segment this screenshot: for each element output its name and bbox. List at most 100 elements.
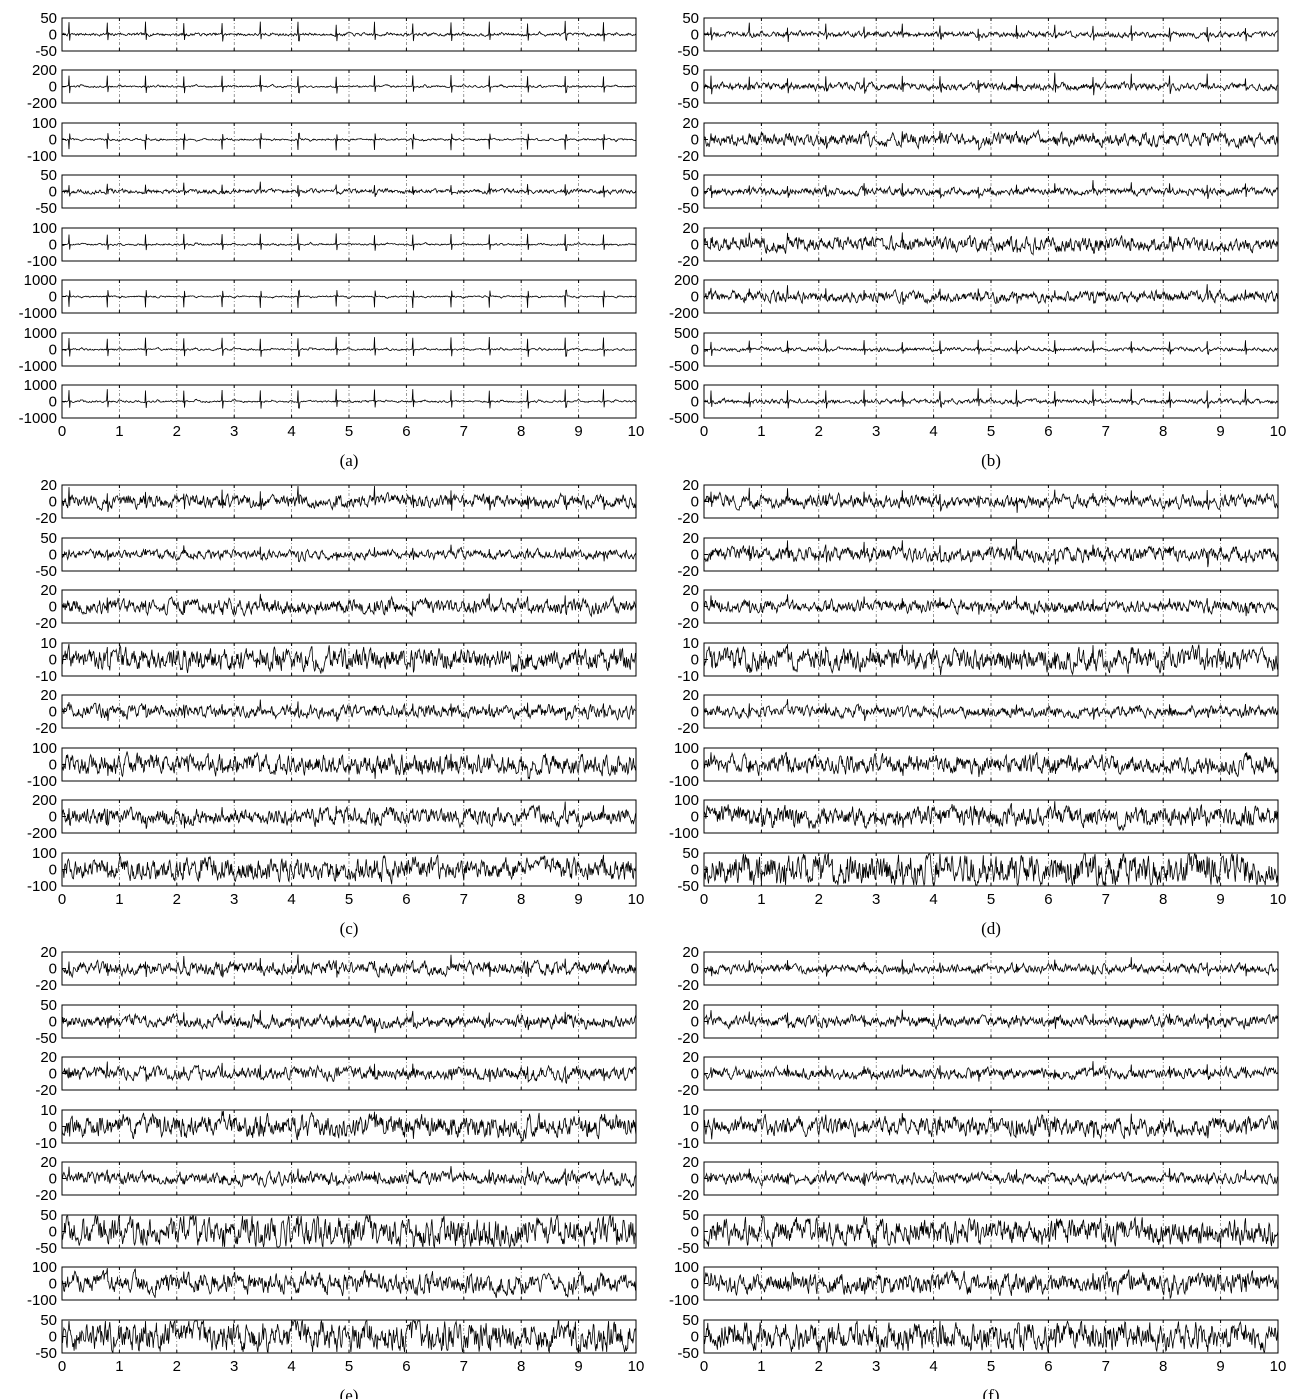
x-tick-label: 2 (173, 423, 181, 440)
y-tick-label: 0 (49, 494, 57, 511)
x-tick-label: 5 (987, 1358, 995, 1375)
signal-trace (61, 954, 637, 979)
x-tick-label: 5 (345, 1358, 353, 1375)
x-tick-label: 0 (700, 891, 708, 908)
signal-trace (703, 801, 1279, 832)
signal-trace (61, 74, 637, 94)
panel-a: 500-502000-2001000-100500-501000-1001000… (19, 10, 645, 470)
y-tick-label: 50 (682, 62, 699, 79)
signal-trace (703, 643, 1279, 676)
x-tick-label: 6 (1044, 1358, 1052, 1375)
y-tick-label: -50 (35, 200, 57, 217)
signal-trace (61, 132, 637, 151)
signal-trace (61, 544, 637, 563)
y-tick-label: 0 (49, 1066, 57, 1083)
x-tick-label: 10 (1270, 891, 1287, 908)
y-tick-label: -20 (35, 1082, 57, 1099)
y-tick-label: 0 (49, 704, 57, 721)
y-tick-label: 100 (674, 1259, 699, 1276)
x-tick-label: 7 (1102, 891, 1110, 908)
y-tick-label: -20 (35, 510, 57, 527)
y-tick-label: 0 (691, 342, 699, 359)
y-tick-label: 20 (40, 582, 57, 599)
y-tick-label: -20 (677, 720, 699, 737)
signal-trace (61, 854, 637, 885)
subplot-e-5: 200-20 (35, 1154, 637, 1204)
subplot-f-2: 200-20 (677, 997, 1279, 1047)
x-tick-label: 8 (517, 891, 525, 908)
y-tick-label: -200 (27, 825, 57, 842)
y-tick-label: 0 (691, 237, 699, 254)
panel-c: 200-20500-50200-20100-10200-201000-10020… (27, 477, 644, 938)
y-tick-label: -10 (677, 1135, 699, 1152)
x-tick-label: 3 (230, 1358, 238, 1375)
y-tick-label: 50 (40, 1312, 57, 1329)
y-tick-label: 100 (674, 792, 699, 809)
y-tick-label: 50 (40, 1207, 57, 1224)
signal-trace (61, 485, 637, 513)
y-tick-label: 1000 (24, 325, 57, 342)
signal-trace (61, 20, 637, 42)
y-tick-label: -20 (35, 1187, 57, 1204)
subplot-d-3: 200-20 (677, 582, 1279, 632)
signal-trace (61, 1010, 637, 1034)
y-tick-label: 500 (674, 325, 699, 342)
y-tick-label: 0 (49, 289, 57, 306)
y-tick-label: 20 (40, 1049, 57, 1066)
x-tick-label: 7 (460, 1358, 468, 1375)
subplot-a-5: 1000-100 (27, 220, 637, 270)
panel-f: 200-20200-20200-20100-10200-20500-501000… (669, 944, 1286, 1399)
x-tick-label: 10 (628, 423, 645, 440)
subplot-c-1: 200-20 (35, 477, 637, 527)
y-tick-label: 0 (691, 961, 699, 978)
signal-trace (703, 22, 1279, 43)
y-tick-label: 10 (682, 1102, 699, 1119)
y-tick-label: 20 (682, 115, 699, 132)
y-tick-label: -500 (669, 410, 699, 427)
y-tick-label: -20 (677, 1187, 699, 1204)
y-tick-label: -1000 (19, 358, 57, 375)
y-tick-label: 0 (49, 1119, 57, 1136)
y-tick-label: -50 (35, 43, 57, 60)
signal-trace (61, 1166, 637, 1188)
x-tick-label: 5 (345, 423, 353, 440)
y-tick-label: 100 (32, 845, 57, 862)
y-tick-label: 10 (40, 635, 57, 652)
y-tick-label: 0 (49, 342, 57, 359)
signal-trace (703, 1320, 1279, 1354)
x-tick-label: 7 (460, 891, 468, 908)
y-tick-label: 0 (691, 184, 699, 201)
subplot-e-8: 500-50 (35, 1312, 637, 1362)
subplot-e-7: 1000-100 (27, 1259, 637, 1309)
y-tick-label: 0 (49, 652, 57, 669)
y-tick-label: -100 (27, 1292, 57, 1309)
signal-trace (703, 339, 1279, 356)
x-tick-label: 3 (872, 891, 880, 908)
x-tick-label: 5 (345, 891, 353, 908)
x-tick-label: 5 (987, 891, 995, 908)
panel-b: 500-50500-50200-20500-50200-202000-20050… (669, 10, 1286, 470)
x-tick-label: 9 (574, 1358, 582, 1375)
x-tick-label: 6 (402, 1358, 410, 1375)
y-tick-label: -10 (677, 668, 699, 685)
y-tick-label: 1000 (24, 377, 57, 394)
x-tick-label: 10 (628, 1358, 645, 1375)
y-tick-label: 0 (49, 132, 57, 149)
y-tick-label: 50 (682, 845, 699, 862)
y-tick-label: 20 (682, 1049, 699, 1066)
signal-trace (703, 1215, 1279, 1248)
y-tick-label: 20 (682, 220, 699, 237)
signal-trace (703, 1112, 1278, 1140)
y-tick-label: 50 (40, 10, 57, 27)
y-tick-label: -50 (677, 878, 699, 895)
y-tick-label: -100 (27, 878, 57, 895)
subplot-e-2: 500-50 (35, 997, 637, 1047)
signal-trace (703, 594, 1279, 617)
x-tick-label: 2 (815, 1358, 823, 1375)
y-tick-label: 50 (40, 530, 57, 547)
y-tick-label: -10 (35, 668, 57, 685)
panel-e: 200-20500-50200-20100-10200-20500-501000… (27, 944, 644, 1399)
x-tick-label: 8 (1159, 891, 1167, 908)
x-tick-label: 10 (1270, 1358, 1287, 1375)
